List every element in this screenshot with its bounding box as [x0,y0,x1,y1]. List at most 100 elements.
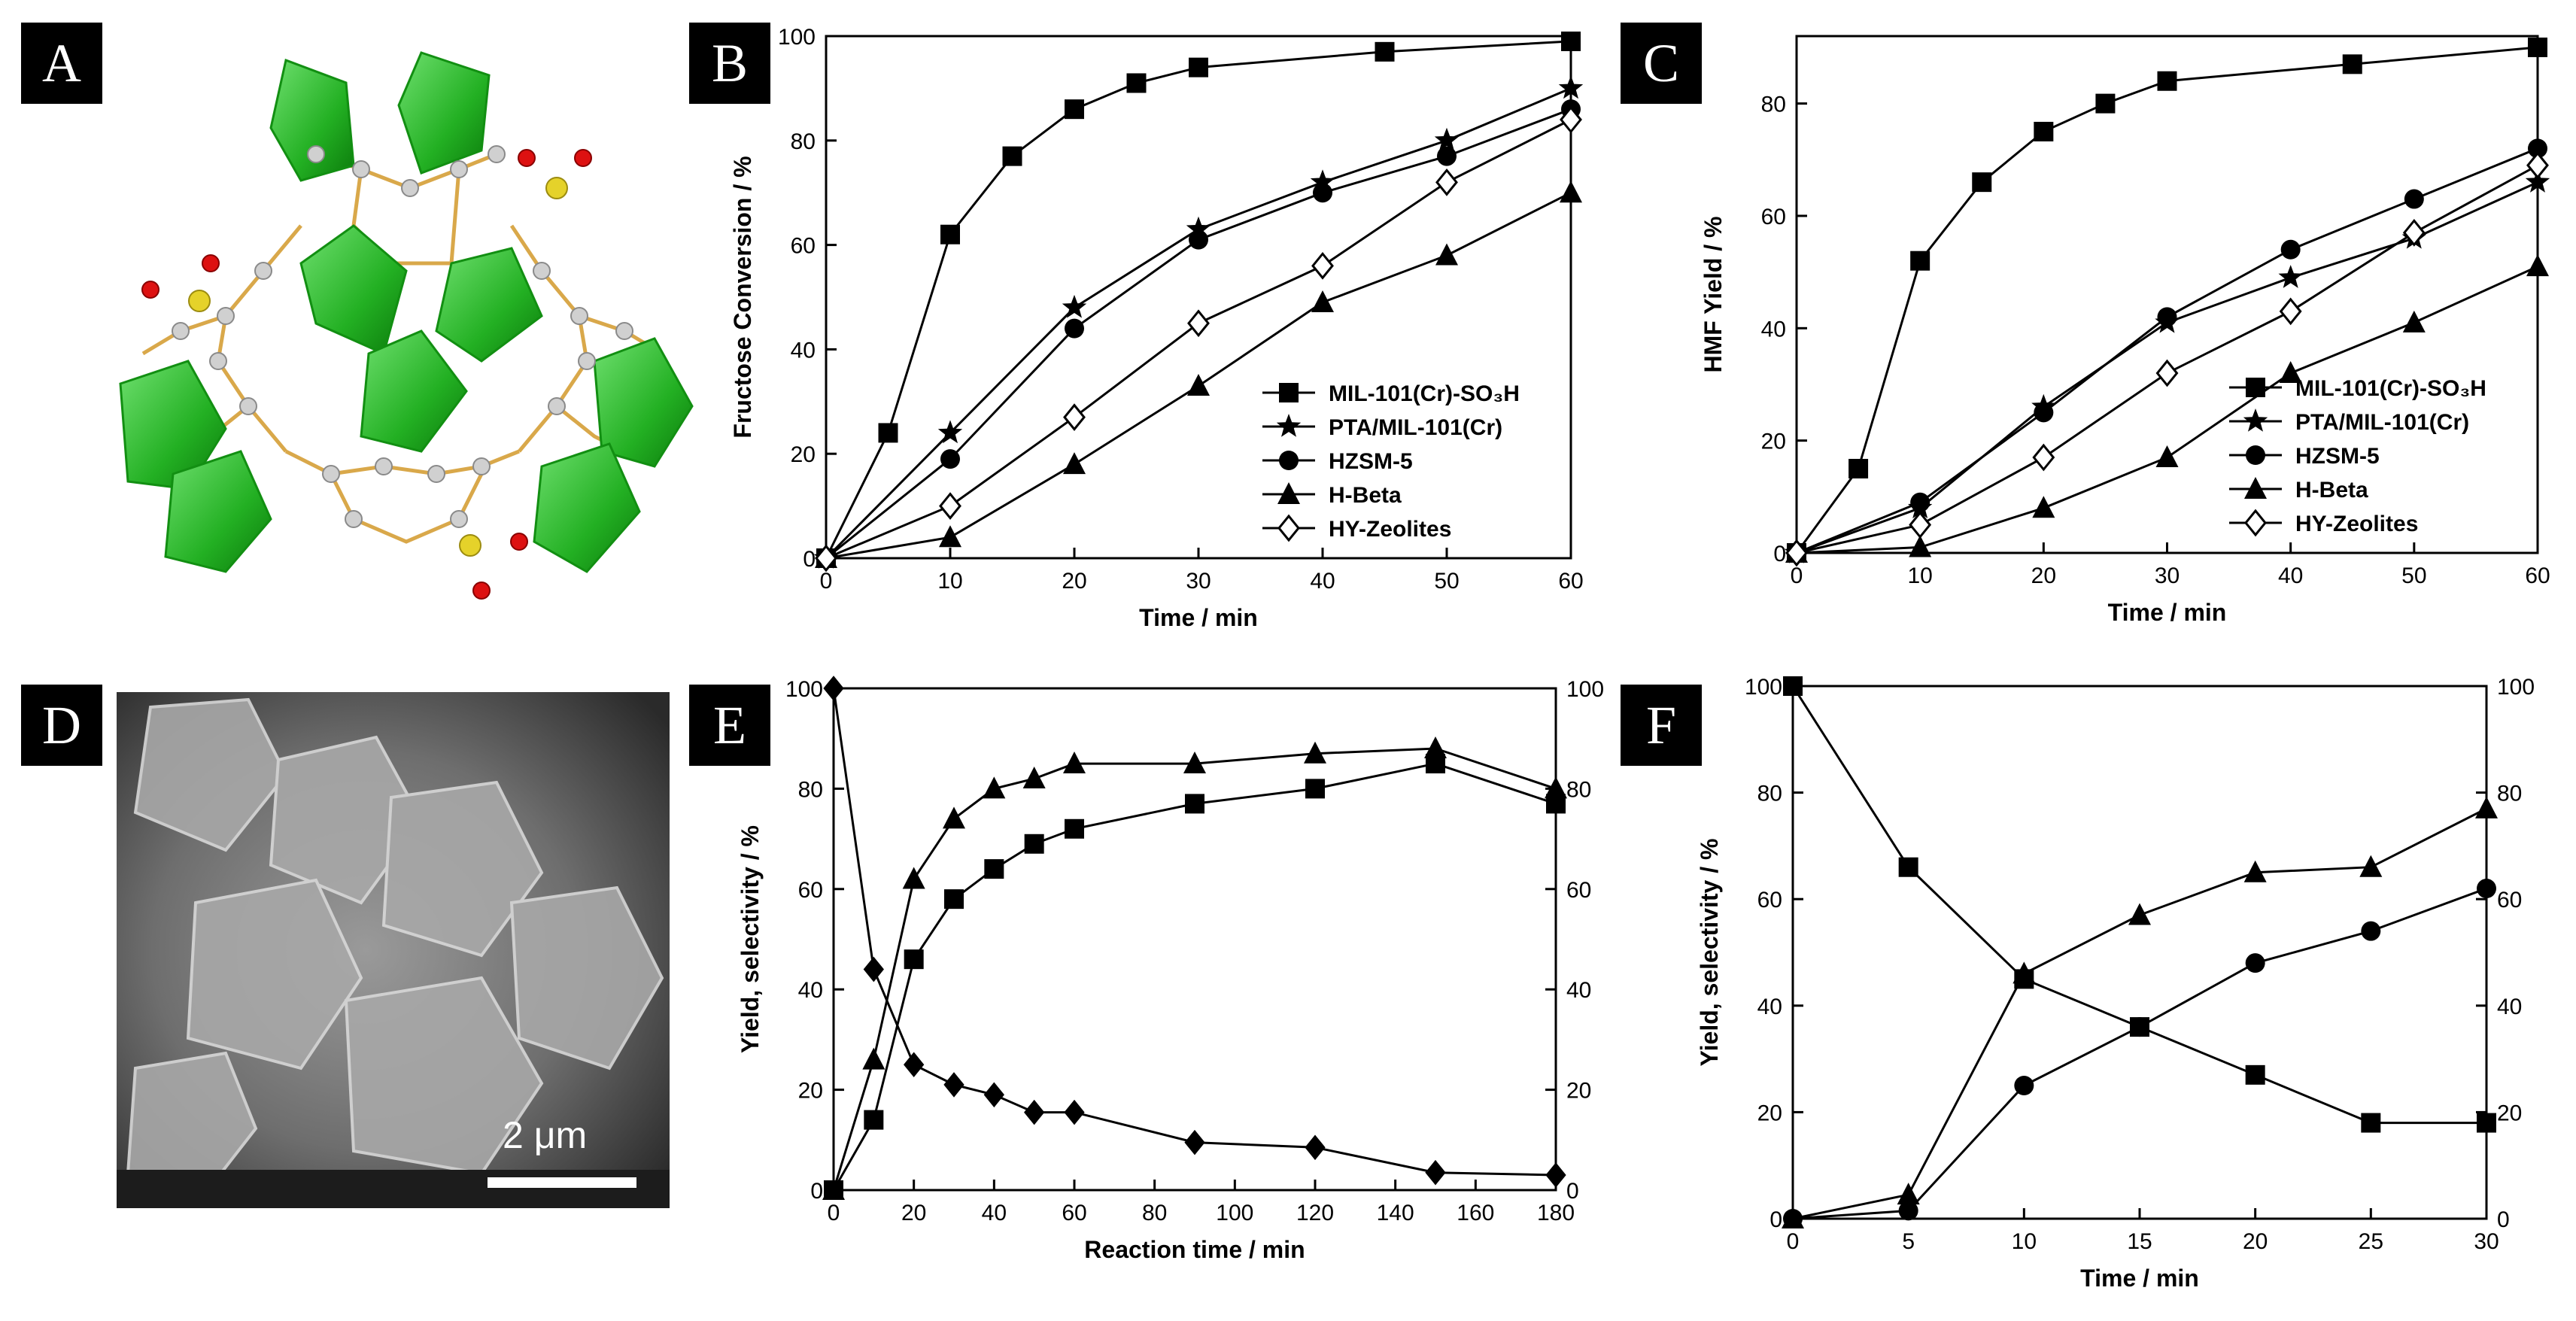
chart-f-y-tick-label: 0 [1769,1207,1782,1232]
chart-e-point-triangle-series [862,1047,886,1070]
chart-e-point-diamond-series [983,1082,1004,1108]
chart-c-point-h-beta [2032,496,2055,518]
chart-f-point-square-series [2245,1064,2265,1085]
chart-b-x-tick-label: 30 [1186,569,1211,594]
panel-label-f: F [1621,685,1702,766]
chart-f-right-tick-label: 20 [2497,1101,2522,1125]
chart-b-point-hy-zeolites [815,544,837,572]
chart-b-point-hzsm-5 [1437,146,1457,166]
chart-e-point-diamond-series [943,1072,964,1098]
chart-c-x-tick-label: 0 [1791,563,1803,588]
chart-e-point-diamond-series [823,676,844,701]
chart-b-point-h-beta [939,525,961,548]
chart-f-series-circle-series [1783,879,2496,1228]
chart-c-legend-label: H-Beta [2295,478,2368,503]
chart-c-point-mil-101-cr-so3h [1972,172,1992,193]
chart-c-legend-item: MIL-101(Cr)-SO₃H [2229,376,2486,401]
chart-f-point-square-series [1783,676,1803,696]
chart-e-x-tick-label: 80 [1142,1201,1167,1225]
chart-c-point-hzsm-5 [2280,239,2301,260]
chart-b-point-mil-101-cr-so3h [1375,41,1395,62]
chart-c-point-hzsm-5 [2528,138,2547,159]
chart-b-point-pta-mil-101-cr [1558,75,1584,99]
chart-b-legend-label: PTA/MIL-101(Cr) [1329,415,1502,440]
chart-c-y-tick-label: 80 [1761,93,1786,117]
chart-b-legend-marker [1279,451,1299,470]
chart-b-point-mil-101-cr-so3h [878,423,898,443]
chart-c-point-mil-101-cr-so3h [2034,121,2054,141]
chart-c-legend-label: MIL-101(Cr)-SO₃H [2295,376,2486,401]
chart-e-point-square-series [1185,794,1204,814]
chart-c-point-mil-101-cr-so3h [1910,251,1930,271]
chart-b-x-tick-label: 10 [937,569,962,594]
panel-label-a: A [21,23,102,104]
chart-f-y-tick-label: 80 [1757,782,1782,806]
chart-f-x-tick-label: 30 [2474,1229,2499,1254]
chart-c-y-axis-title: HMF Yield / % [1700,216,1727,372]
chart-c-point-hy-zeolites [2526,151,2549,180]
chart-b-legend-label: HZSM-5 [1329,449,1413,474]
chart-f-point-circle-series [1783,1209,1803,1228]
panel-label-e: E [689,685,770,766]
chart-c-point-mil-101-cr-so3h [1848,458,1869,478]
panel-label-c: C [1621,23,1702,104]
chart-b-point-hy-zeolites [1435,168,1458,196]
chart-c-legend-marker [2246,378,2265,397]
chart-f-point-circle-series [2361,921,2381,941]
chart-b-y-tick-label: 40 [791,338,816,363]
chart-e-y-axis-title: Yield, selectivity / % [737,825,764,1053]
chart-e-point-diamond-series [1064,1099,1085,1125]
chart-b-point-pta-mil-101-cr [1062,294,1087,318]
chart-c-point-hzsm-5 [2034,402,2054,423]
chart-e-y-tick-label: 40 [798,978,823,1003]
chart-f-y-tick-label: 60 [1757,888,1782,913]
chart-e-point-square-series [1065,818,1084,839]
chart-e-series-square-series [824,754,1566,1200]
chart-c-point-pta-mil-101-cr [2525,169,2550,193]
chart-f-point-circle-series [2477,879,2496,899]
chart-c-legend-item: PTA/MIL-101(Cr) [2229,408,2469,435]
chart-e-series-diamond-series [823,676,1566,1188]
chart-e-point-square-series [1546,794,1566,814]
chart-f-point-triangle-series [2012,961,2036,984]
chart-f-y-tick-label: 100 [1745,675,1782,700]
chart-f-right-tick-label: 80 [2497,782,2522,806]
chart-e-point-triangle-series [1183,752,1206,774]
chart-c-point-mil-101-cr-so3h [2095,93,2116,114]
chart-f-x-tick-label: 15 [2127,1229,2152,1254]
chart-c-x-tick-label: 30 [2155,563,2180,588]
chart-e-right-tick-label: 20 [1566,1079,1591,1104]
chart-b-legend-item: MIL-101(Cr)-SO₃H [1262,381,1520,406]
chart-c-point-hy-zeolites [1785,539,1808,567]
chart-b-point-pta-mil-101-cr [937,420,963,444]
chart-e-y-tick-label: 80 [798,777,823,802]
chart-c-point-hy-zeolites [1909,511,1932,539]
chart-c-x-tick-label: 60 [2525,563,2550,588]
chart-b-legend-marker [1276,414,1302,437]
chart-e-point-diamond-series [1024,1099,1045,1125]
chart-e-point-triangle-series [1424,736,1447,759]
chart-e-series-triangle-series [822,736,1567,1200]
chart-f-right-tick-label: 60 [2497,888,2522,913]
chart-c-point-h-beta [2279,361,2302,384]
chart-e-point-diamond-series [1545,1162,1566,1188]
chart-e-point-diamond-series [1425,1159,1446,1186]
chart-e-right-tick-label: 100 [1566,677,1604,702]
chart-c-point-pta-mil-101-cr [2278,265,2303,288]
chart-c-point-hzsm-5 [2157,307,2177,327]
chart-b-point-hy-zeolites [1311,251,1334,280]
chart-e-right-tick-label: 40 [1566,978,1591,1003]
chart-f-right-tick-label: 100 [2497,675,2535,700]
chart-b-point-hy-zeolites [1063,403,1086,431]
chart-c-legend-marker [2244,477,2267,499]
chart-c-point-mil-101-cr-so3h [2528,37,2547,57]
chart-f-point-triangle-series [2128,903,2151,925]
chart-f-frame [1791,685,2488,1220]
chart-b-x-tick-label: 20 [1062,569,1086,594]
chart-c-y-tick-label: 40 [1761,317,1786,342]
panel-label-b: B [689,23,770,104]
chart-b-point-hy-zeolites [939,492,961,520]
chart-b-y-tick-label: 0 [803,547,816,572]
chart-f-point-triangle-series [2475,796,2498,818]
